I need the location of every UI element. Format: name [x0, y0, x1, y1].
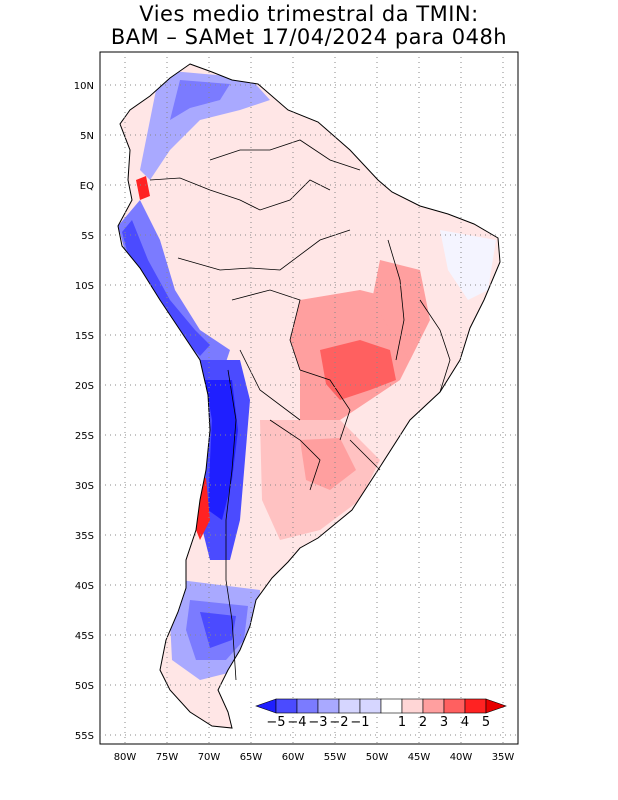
colorbar-bin — [359, 698, 382, 714]
lat-label: 5N — [80, 131, 94, 142]
lat-label: 5S — [81, 231, 94, 242]
colorbar-bin — [443, 698, 466, 714]
lon-label: 35W — [492, 752, 515, 763]
colorbar-label: 1 — [398, 715, 406, 730]
colorbar-label: −1 — [350, 715, 369, 730]
lat-label: 20S — [75, 381, 94, 392]
lat-label: 35S — [75, 531, 94, 542]
lon-label: 60W — [282, 752, 305, 763]
lat-label: 10S — [75, 281, 94, 292]
colorbar-arrow-high — [485, 698, 507, 714]
lat-label: 45S — [75, 631, 94, 642]
lon-label: 70W — [198, 752, 221, 763]
colorbar-label: 2 — [419, 715, 427, 730]
lat-label: 10N — [74, 81, 94, 92]
colorbar-bin — [380, 698, 403, 714]
lat-label: 30S — [75, 481, 94, 492]
colorbar-bin — [317, 698, 340, 714]
lon-axis: 80W 75W 70W 65W 60W 55W 50W 45W 40W 35W — [114, 752, 515, 763]
lat-label: 40S — [75, 581, 94, 592]
coastline — [117, 63, 501, 729]
map-title-line-2: BAM – SAMet 17/04/2024 para 048h — [110, 25, 508, 49]
lat-label: 25S — [75, 431, 94, 442]
colorbar: −5 −4 −3 −2 −1 1 2 3 4 5 — [255, 698, 507, 730]
lat-label: 15S — [75, 331, 94, 342]
country-borders — [149, 139, 451, 681]
colorbar-bin — [296, 698, 319, 714]
colorbar-bin — [338, 698, 361, 714]
lat-label: EQ — [80, 181, 94, 192]
colorbar-bin — [422, 698, 445, 714]
lon-label: 80W — [114, 752, 137, 763]
colorbar-label: 4 — [461, 715, 469, 730]
colorbar-label: 3 — [440, 715, 448, 730]
colorbar-label: −2 — [329, 715, 348, 730]
colorbar-label: −3 — [308, 715, 327, 730]
colorbar-label: −4 — [287, 715, 306, 730]
lat-label: 50S — [75, 681, 94, 692]
lon-label: 45W — [408, 752, 431, 763]
colorbar-bin — [401, 698, 424, 714]
lon-label: 65W — [240, 752, 263, 763]
lon-label: 40W — [450, 752, 473, 763]
colorbar-label: 5 — [482, 715, 490, 730]
map-title-line-1: Vies medio trimestral da TMIN: — [139, 2, 479, 26]
lon-label: 50W — [366, 752, 389, 763]
colorbar-bin — [275, 698, 298, 714]
lon-label: 55W — [324, 752, 347, 763]
lat-label: 55S — [75, 731, 94, 742]
lon-label: 75W — [156, 752, 179, 763]
colorbar-bin — [464, 698, 487, 714]
lat-axis: 10N 5N EQ 5S 10S 15S 20S 25S 30S 35S 40S… — [74, 81, 94, 742]
lat-lon-grid — [100, 52, 518, 744]
colorbar-label: −5 — [266, 715, 285, 730]
